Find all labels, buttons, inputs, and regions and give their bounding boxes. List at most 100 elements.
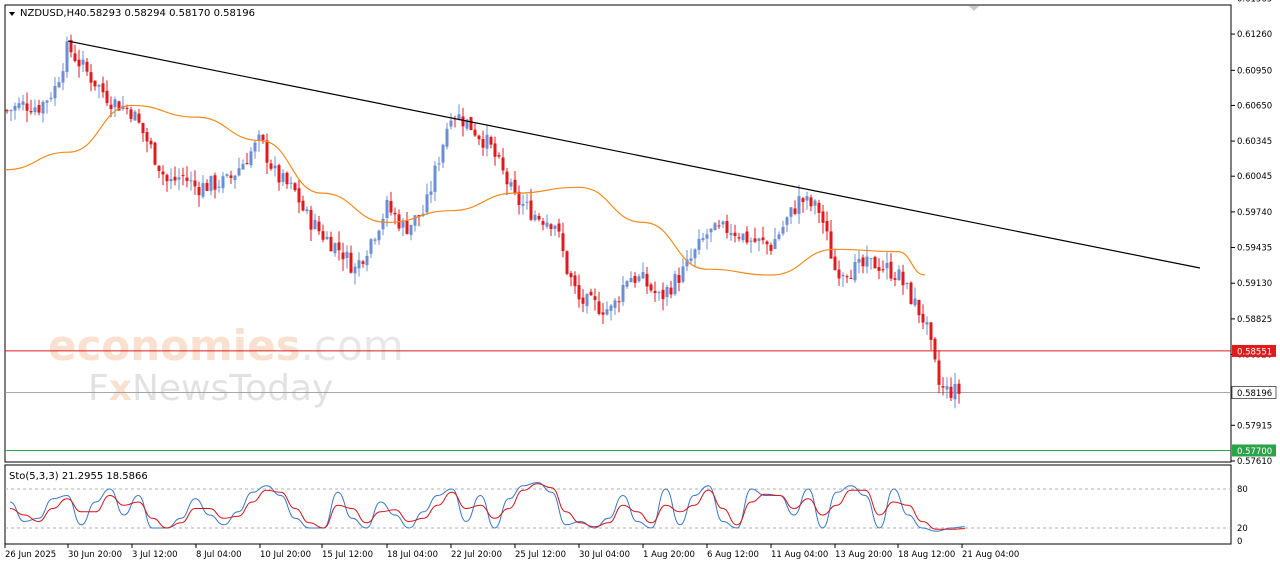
bull-candle [865, 256, 869, 267]
bull-candle [797, 196, 801, 214]
bull-candle [629, 278, 633, 283]
bull-candle [65, 41, 69, 72]
bear-candle [817, 202, 821, 213]
bull-candle [885, 262, 889, 269]
bull-candle [9, 110, 13, 112]
oscillator-tick-label: 0 [1237, 537, 1242, 547]
bull-candle [289, 182, 293, 184]
bull-candle [409, 224, 413, 235]
bear-candle [725, 221, 729, 233]
bull-candle [257, 134, 261, 141]
bear-candle [101, 83, 105, 93]
current-level-label: 0.58196 [1237, 389, 1272, 399]
bull-candle [685, 259, 689, 267]
bear-candle [949, 386, 953, 398]
bull-candle [637, 276, 641, 282]
bull-candle [773, 239, 777, 250]
bear-candle [129, 109, 133, 119]
support-level-tag [1232, 444, 1276, 457]
bull-candle [177, 177, 181, 180]
price-level-tags: 0.58551 0.58196 0.57700 [1231, 344, 1277, 457]
bear-candle [549, 224, 553, 230]
bear-candle [229, 175, 233, 178]
bull-candle [437, 163, 441, 165]
bull-candle [41, 101, 45, 114]
bull-candle [697, 238, 701, 250]
bear-candle [501, 157, 505, 171]
descending-trendline[interactable] [67, 40, 1201, 269]
bear-candle [829, 231, 833, 259]
bear-candle [541, 221, 545, 225]
bull-candle [249, 151, 253, 166]
bull-candle [169, 179, 173, 182]
bear-candle [493, 143, 497, 157]
bull-candle [805, 196, 809, 201]
time-tick-label: 22 Jul 20:00 [451, 550, 502, 560]
time-tick-label: 3 Jul 12:00 [132, 550, 178, 560]
bear-candle [489, 137, 493, 145]
bull-candle [729, 232, 733, 236]
bear-candle [497, 154, 501, 157]
bear-candle [5, 110, 9, 112]
bear-candle [341, 252, 345, 260]
bull-candle [657, 291, 661, 293]
watermark-brand-top: economies [48, 321, 301, 370]
triangle-down-icon[interactable] [9, 12, 15, 16]
bear-candle [893, 278, 897, 280]
bull-candle [133, 111, 137, 121]
bull-candle [777, 234, 781, 239]
bear-candle [117, 101, 121, 111]
bull-candle [333, 243, 337, 254]
bear-candle [277, 165, 281, 183]
bull-candle [689, 258, 693, 261]
bull-candle [673, 274, 677, 295]
bull-candle [953, 383, 957, 400]
bear-candle [309, 209, 313, 230]
bull-candle [533, 214, 537, 221]
bear-candle [881, 269, 885, 271]
bear-candle [161, 171, 165, 175]
time-tick-label: 30 Jun 20:00 [68, 550, 122, 560]
bear-candle [917, 299, 921, 316]
bull-candle [625, 281, 629, 287]
time-tick-label: 30 Jul 04:00 [579, 550, 630, 560]
bear-candle [565, 251, 569, 274]
bear-candle [461, 116, 465, 127]
bull-candle [925, 322, 929, 325]
bear-candle [933, 338, 937, 360]
bear-candle [597, 301, 601, 314]
bear-candle [821, 211, 825, 223]
bull-candle [853, 261, 857, 281]
bull-candle [509, 182, 513, 187]
price-tick-label: 0.60045 [1237, 172, 1272, 182]
bull-candle [701, 238, 705, 241]
bear-candle [745, 231, 749, 243]
bull-candle [749, 240, 753, 242]
bear-candle [329, 236, 333, 252]
bull-candle [13, 105, 17, 111]
bear-candle [105, 90, 109, 104]
bull-candle [345, 251, 349, 259]
bear-candle [145, 132, 149, 142]
price-tick-label: 0.60650 [1237, 101, 1272, 111]
bull-candle [705, 234, 709, 239]
bear-candle [661, 289, 665, 300]
bear-candle [205, 182, 209, 191]
bear-candle [717, 225, 721, 227]
bear-candle [557, 223, 561, 232]
time-tick-label: 25 Jul 12:00 [515, 550, 566, 560]
bull-candle [789, 207, 793, 217]
bull-candle [757, 238, 761, 241]
bear-candle [301, 200, 305, 211]
price-tick-label: 0.59435 [1237, 244, 1272, 254]
bull-candle [897, 269, 901, 281]
time-tick-label: 6 Aug 12:00 [707, 550, 759, 560]
bull-candle [905, 283, 909, 285]
bear-candle [181, 175, 185, 177]
bull-candle [665, 286, 669, 298]
bear-candle [337, 242, 341, 251]
price-tick-label: 0.57610 [1237, 457, 1272, 467]
bear-candle [469, 117, 473, 131]
bull-candle [441, 144, 445, 163]
